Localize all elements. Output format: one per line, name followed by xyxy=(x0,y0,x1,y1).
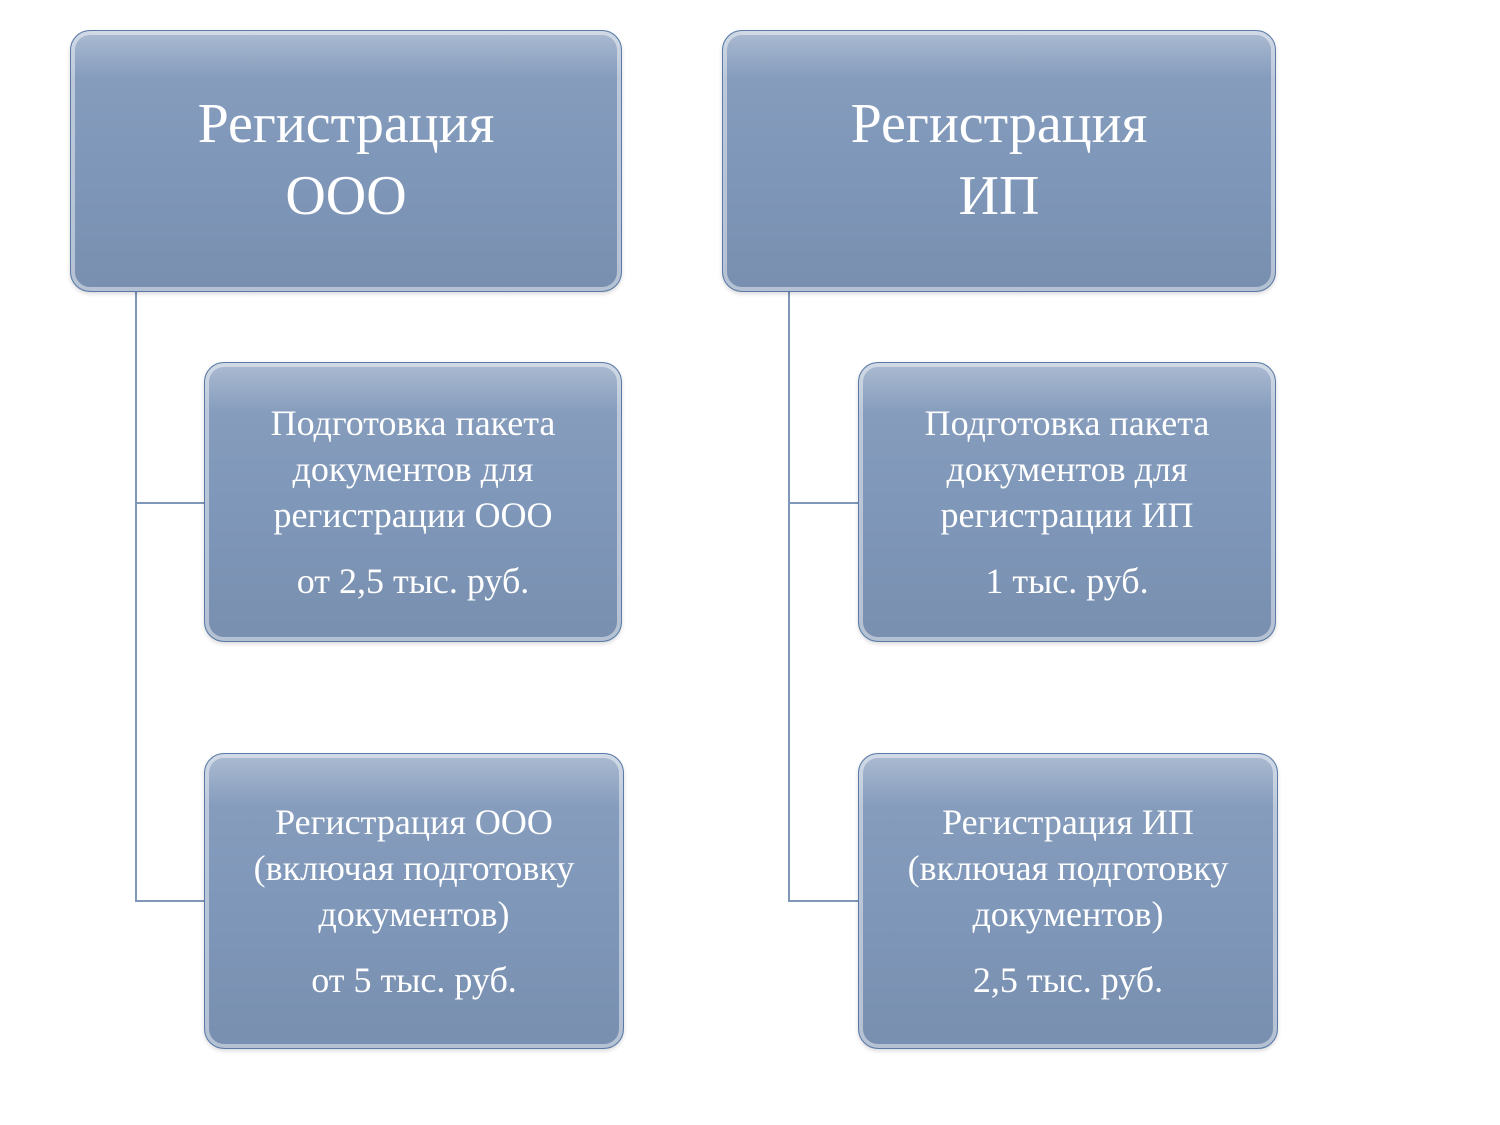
child-node-1-1: Регистрация ИП(включая подготовкудокумен… xyxy=(858,753,1278,1049)
node-text-line: документов) xyxy=(972,891,1163,937)
child-node-0-1: Регистрация ООО(включая подготовкудокуме… xyxy=(204,753,624,1049)
root-node-1: РегистрацияИП xyxy=(722,30,1276,292)
node-text-line: Регистрация ООО xyxy=(275,799,553,845)
node-price: от 2,5 тыс. руб. xyxy=(297,558,530,604)
node-text-line: регистрации ООО xyxy=(274,492,553,538)
node-text-line: Подготовка пакета xyxy=(271,400,556,446)
node-text-line: документов) xyxy=(318,891,509,937)
node-text-line: (включая подготовку xyxy=(254,845,575,891)
node-text-line: документов для xyxy=(947,446,1188,492)
node-text-line: Регистрация ИП xyxy=(942,799,1194,845)
child-node-1-0: Подготовка пакетадокументов длярегистрац… xyxy=(858,362,1276,642)
node-text-line: документов для xyxy=(293,446,534,492)
tree-connector xyxy=(135,502,205,504)
node-text-line: Подготовка пакета xyxy=(925,400,1210,446)
tree-connector xyxy=(135,292,137,900)
root-node-0: РегистрацияООО xyxy=(70,30,622,292)
node-price: от 5 тыс. руб. xyxy=(311,957,517,1003)
node-price: 1 тыс. руб. xyxy=(985,558,1148,604)
tree-connector xyxy=(788,900,858,902)
tree-connector xyxy=(788,292,790,900)
child-node-0-0: Подготовка пакетадокументов длярегистрац… xyxy=(204,362,622,642)
node-text-line: (включая подготовку xyxy=(908,845,1229,891)
node-text-line: Регистрация xyxy=(198,89,495,161)
node-text-line: ООО xyxy=(285,161,406,233)
tree-connector xyxy=(788,502,858,504)
node-text-line: ИП xyxy=(959,161,1040,233)
tree-connector xyxy=(135,900,205,902)
node-text-line: регистрации ИП xyxy=(941,492,1194,538)
node-text-line: Регистрация xyxy=(851,89,1148,161)
node-price: 2,5 тыс. руб. xyxy=(973,957,1163,1003)
